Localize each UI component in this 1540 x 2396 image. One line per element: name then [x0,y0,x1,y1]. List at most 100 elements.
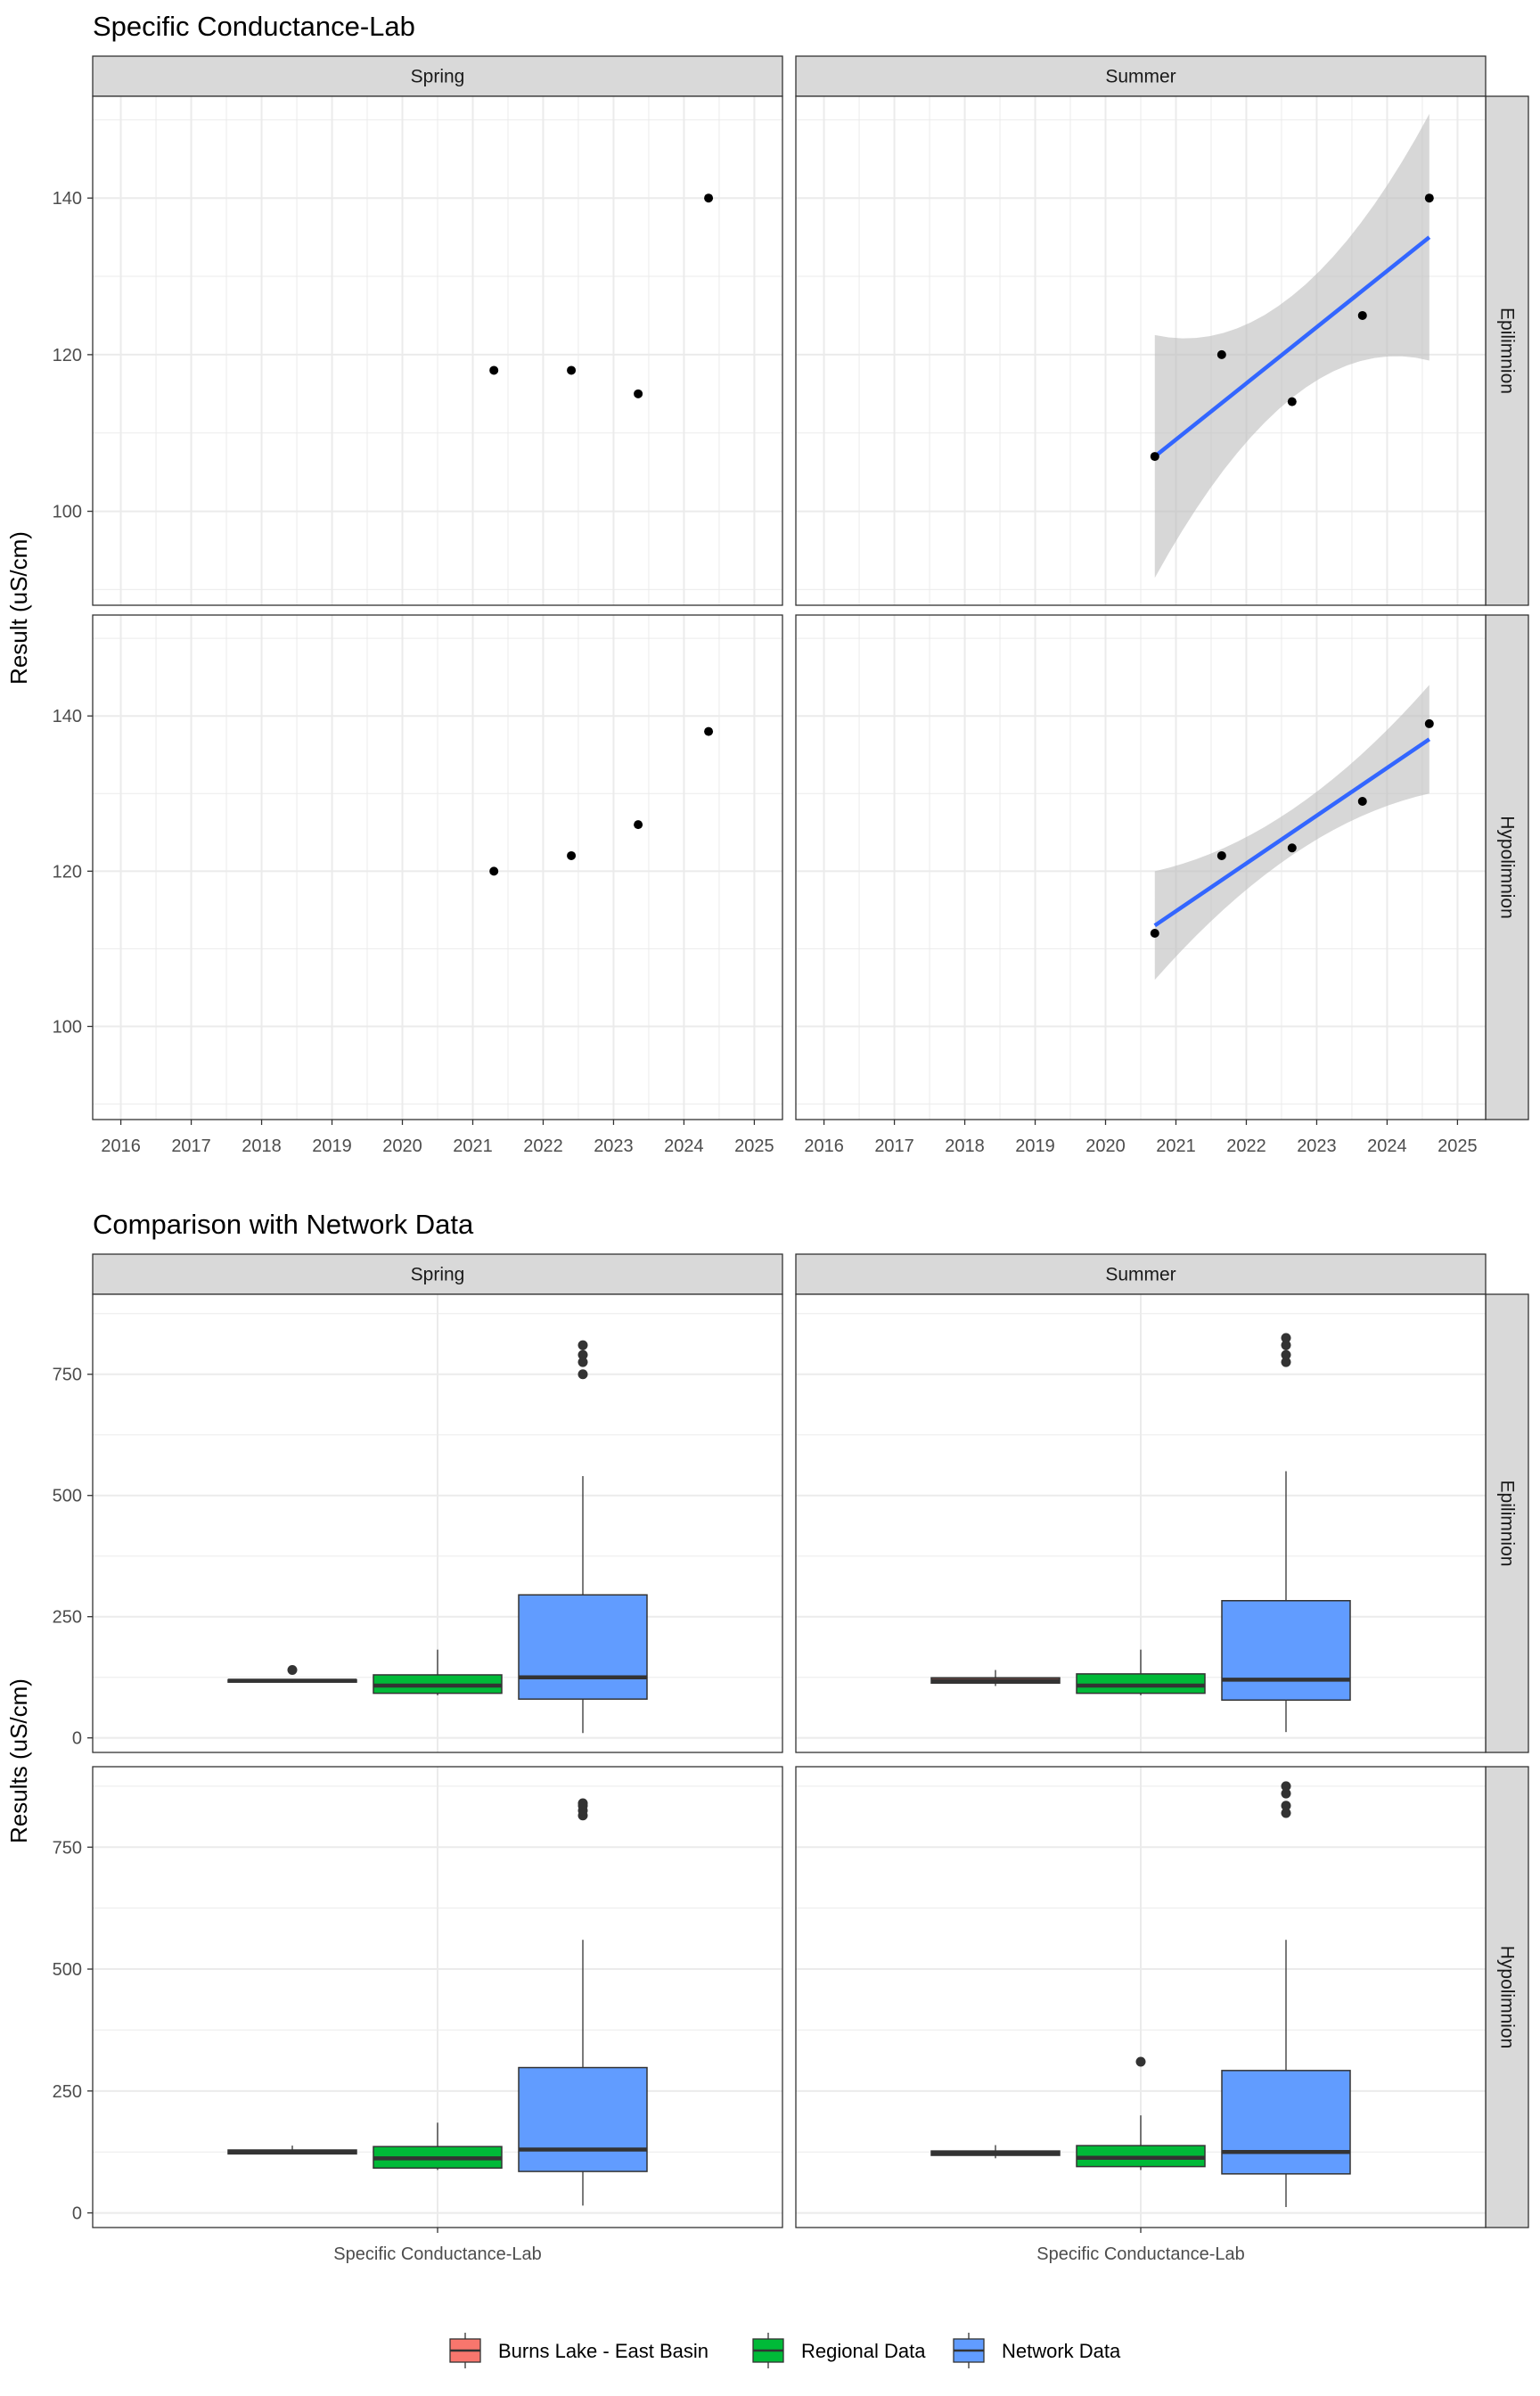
legend-label: Regional Data [801,2340,926,2362]
outlier-point [578,1357,588,1367]
panel-border [92,1293,783,1753]
facet-strip-spring [92,55,783,97]
outlier-point [1281,1788,1291,1799]
legend: Burns Lake - East Basin Regional Data Netw… [449,2333,1121,2368]
y-tick-label: 250 [53,1608,82,1628]
outlier-point [578,1350,588,1360]
data-point [1357,310,1367,320]
facet-strip-hypolimnion [1485,1766,1529,2228]
data-point [1424,718,1434,728]
x-tick-label: 2023 [1297,1136,1337,1156]
box-regional-data [1076,2056,1206,2170]
box-iqr [518,2066,648,2172]
facet-strip-summer [795,1253,1487,1295]
x-tick-label: 2024 [1367,1136,1407,1156]
x-tick-label: 2020 [1085,1136,1126,1156]
y-tick-label: 140 [53,189,82,209]
facet-panel-spring-epilimnion [92,1293,783,1753]
facet-strip-spring [92,1253,783,1295]
y-tick-label: 0 [72,1729,82,1749]
box-burns-lake-east-basin [930,2145,1061,2159]
y-tick-label: 500 [53,1960,82,1980]
outlier-point [1281,1801,1291,1811]
x-tick-label: 2016 [101,1136,141,1156]
x-tick-label: 2017 [171,1136,211,1156]
x-tick-label: 2022 [1226,1136,1266,1156]
outlier-point [1281,1808,1291,1818]
chart-title: Specific Conductance-Lab [93,11,415,42]
y-tick-label: 0 [72,2204,82,2224]
box-network-data [518,1798,648,2206]
data-point [567,365,577,375]
y-axis-label: Results (uS/cm) [5,1678,32,1843]
facet-strip-hypolimnion [1485,614,1529,1120]
panel-border [795,1293,1487,1753]
legend-label: Network Data [1002,2340,1121,2362]
box-network-data [1221,1781,1351,2208]
box-iqr [1221,1600,1351,1702]
outlier-point [1281,1340,1291,1350]
data-point [1287,843,1297,853]
y-tick-label: 250 [53,2082,82,2102]
y-tick-label: 120 [53,862,82,882]
x-tick-label: 2021 [453,1136,493,1156]
panel-border [795,95,1487,606]
outlier-point [578,1340,588,1350]
x-tick-label: 2025 [734,1136,774,1156]
y-tick-label: 500 [53,1487,82,1506]
panel-border [92,614,783,1120]
outlier-point [1135,2056,1146,2067]
box-regional-data [373,1649,503,1695]
facet-panel-summer-epilimnion [795,95,1487,606]
facet-strip-label: Spring [411,1265,465,1285]
facet-panel-summer-epilimnion [795,1293,1487,1753]
facet-panel-spring-epilimnion [92,95,783,606]
x-tick-label: 2017 [874,1136,914,1156]
legend-label: Burns Lake - East Basin [498,2340,709,2362]
facet-strip-label: Epilimnion [1497,308,1518,394]
facet-strip-label: Epilimnion [1497,1481,1518,1567]
y-tick-label: 120 [53,346,82,365]
y-tick-label: 100 [53,1018,82,1038]
x-tick-label: 2020 [382,1136,422,1156]
data-point [489,365,499,375]
data-point [489,866,499,876]
chart-title: Comparison with Network Data [93,1209,474,1240]
data-point [1357,796,1367,806]
outlier-point [287,1665,298,1676]
outlier-point [1281,1333,1291,1343]
data-point [567,850,577,860]
x-tick-label: 2025 [1438,1136,1478,1156]
x-tick-label: 2022 [523,1136,563,1156]
facet-strip-label: Hypolimnion [1497,1946,1518,2049]
facet-panel-spring-hypolimnion [92,1766,783,2228]
data-point [1150,452,1159,462]
x-tick-label: 2016 [804,1136,844,1156]
x-tick-label: 2023 [594,1136,634,1156]
facet-panel-summer-hypolimnion [795,1766,1487,2228]
trend-line [1153,235,1431,458]
outlier-point [1281,1357,1291,1367]
x-tick-label: 2018 [242,1136,282,1156]
data-point [1216,349,1226,359]
facet-strip-label: Summer [1105,67,1175,87]
box-burns-lake-east-basin [227,1665,357,1683]
data-point [704,193,714,203]
box-burns-lake-east-basin [930,1670,1061,1686]
facet-panel-spring-hypolimnion [92,614,783,1120]
facet-strip-label: Hypolimnion [1497,816,1518,919]
box-iqr [1221,2070,1351,2175]
panel-border [795,614,1487,1120]
box-network-data [1221,1333,1351,1733]
x-tick-label: 2019 [1015,1136,1055,1156]
outlier-point [578,1798,588,1809]
x-tick-label: 2021 [1156,1136,1196,1156]
y-tick-label: 100 [53,503,82,522]
x-tick-label: 2018 [945,1136,985,1156]
data-point [1216,850,1226,860]
legend-key [449,2333,481,2368]
outlier-point [1281,1350,1291,1360]
box-regional-data [373,2122,503,2170]
data-point [634,389,643,398]
